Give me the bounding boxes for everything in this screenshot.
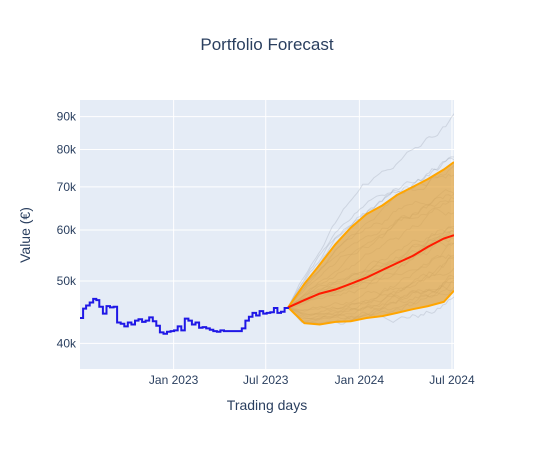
chart-title: Portfolio Forecast — [200, 35, 333, 54]
y-tick-label: 60k — [57, 223, 77, 237]
band-fill — [288, 162, 454, 325]
y-axis-ticks: 40k 50k 60k 70k 80k 90k — [57, 110, 77, 351]
x-tick-label: Jul 2023 — [243, 373, 289, 387]
y-tick-label: 70k — [57, 180, 77, 194]
lower-band-line — [287, 290, 454, 326]
y-tick-label: 40k — [57, 336, 77, 350]
y-axis-title: Value (€) — [17, 207, 33, 263]
y-tick-label: 80k — [57, 143, 77, 157]
x-axis-title: Trading days — [227, 397, 307, 413]
y-tick-label: 50k — [57, 274, 77, 288]
series-lines — [80, 234, 454, 335]
grid-lines — [80, 100, 454, 369]
x-tick-label: Jan 2024 — [335, 373, 385, 387]
x-axis-ticks: Jan 2023 Jul 2023 Jan 2024 Jul 2024 — [149, 373, 475, 387]
simulated-path — [287, 113, 454, 308]
history-line — [80, 297, 290, 335]
y-tick-label: 90k — [57, 110, 77, 124]
upper-band-line — [287, 161, 454, 308]
median-forecast-line — [287, 234, 454, 309]
x-tick-label: Jul 2024 — [429, 373, 475, 387]
confidence-band — [287, 161, 454, 326]
x-tick-label: Jan 2023 — [149, 373, 199, 387]
